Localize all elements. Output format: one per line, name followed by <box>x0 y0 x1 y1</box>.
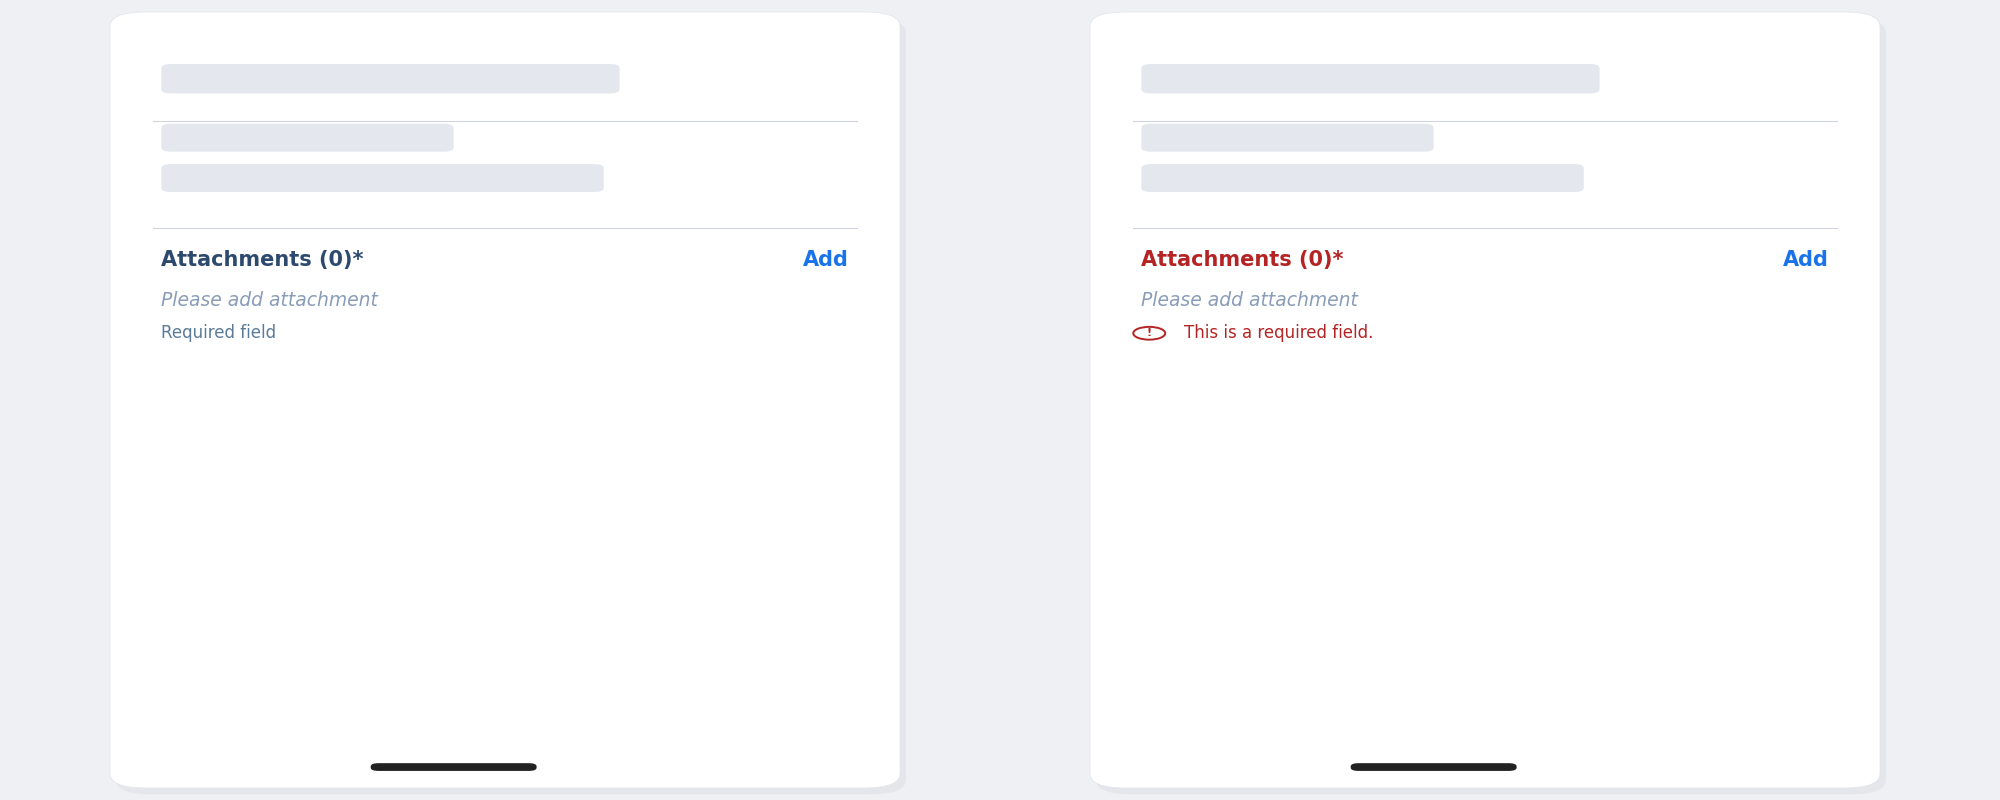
Text: Add: Add <box>1782 250 1828 270</box>
FancyBboxPatch shape <box>162 124 454 152</box>
FancyBboxPatch shape <box>1142 164 1584 192</box>
FancyBboxPatch shape <box>1090 12 1880 788</box>
Text: !: ! <box>1146 328 1152 338</box>
FancyBboxPatch shape <box>162 64 620 94</box>
FancyBboxPatch shape <box>116 18 906 794</box>
FancyBboxPatch shape <box>1096 18 1886 794</box>
FancyBboxPatch shape <box>1350 763 1516 771</box>
FancyBboxPatch shape <box>1142 64 1600 94</box>
Text: Add: Add <box>802 250 848 270</box>
Text: Please add attachment: Please add attachment <box>1142 291 1358 310</box>
FancyBboxPatch shape <box>110 12 900 788</box>
Text: Required field: Required field <box>162 324 276 342</box>
Text: Attachments (0)*: Attachments (0)* <box>162 250 364 270</box>
FancyBboxPatch shape <box>370 763 536 771</box>
Text: This is a required field.: This is a required field. <box>1184 324 1374 342</box>
Text: Please add attachment: Please add attachment <box>162 291 378 310</box>
FancyBboxPatch shape <box>1142 124 1434 152</box>
Text: Attachments (0)*: Attachments (0)* <box>1142 250 1344 270</box>
FancyBboxPatch shape <box>162 164 604 192</box>
